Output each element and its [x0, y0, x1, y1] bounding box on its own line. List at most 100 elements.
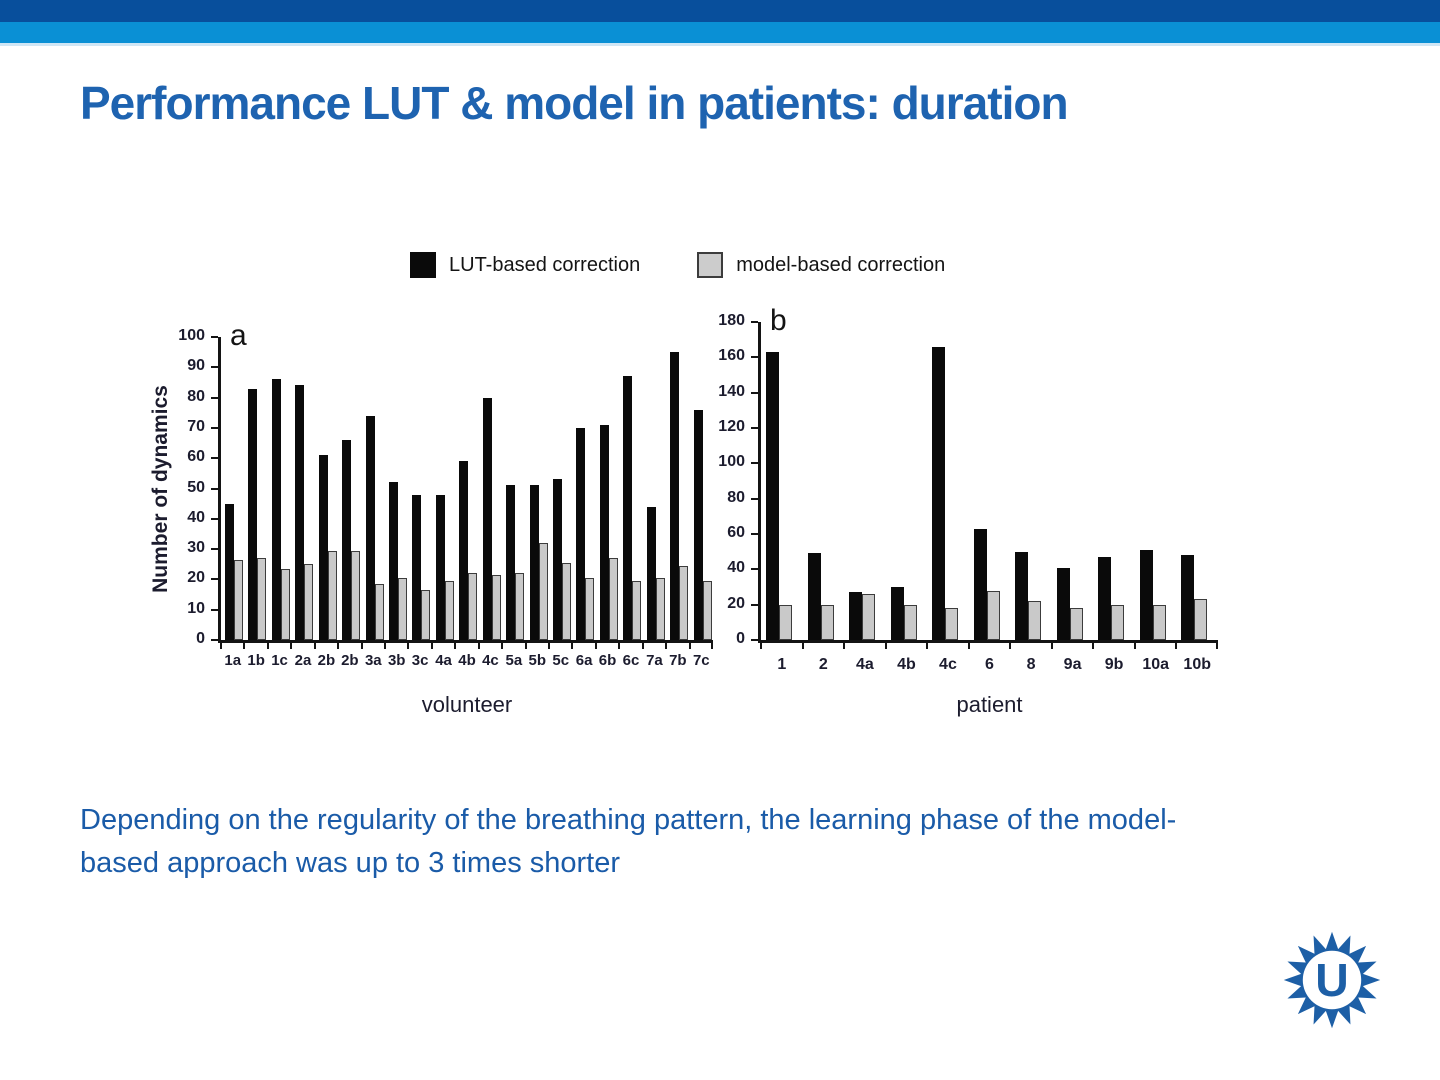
bar-lut	[1015, 552, 1029, 640]
x-axis-tick	[501, 643, 504, 649]
bar-model	[679, 566, 689, 640]
x-category-label: 4c	[482, 652, 499, 669]
y-axis-tick	[211, 396, 218, 399]
x-axis-tick	[571, 643, 574, 649]
legend-swatch-lut	[410, 252, 436, 278]
bar-model	[779, 605, 792, 640]
y-tick-label: 50	[187, 478, 205, 496]
y-tick-label: 20	[187, 569, 205, 587]
bar-model	[234, 560, 243, 640]
bar-lut	[271, 379, 281, 640]
x-category-label: 7a	[646, 652, 663, 669]
y-axis-tick	[211, 548, 218, 551]
bar-lut	[248, 389, 258, 640]
x-axis-tick	[1092, 643, 1095, 649]
bar-lut	[932, 347, 946, 640]
x-category-label: 3c	[411, 652, 429, 669]
y-axis-tick	[211, 366, 218, 369]
x-category-label: 2	[818, 656, 828, 673]
bar-lut	[693, 410, 703, 640]
x-axis-tick	[618, 643, 621, 649]
bar-lut	[365, 416, 375, 640]
x-category-label: 10b	[1183, 656, 1211, 673]
y-tick-label: 80	[187, 387, 205, 405]
x-category-label: 2b	[317, 652, 336, 669]
bar-model	[398, 578, 407, 640]
legend-item: LUT-based correction	[410, 252, 640, 278]
bar-lut	[1139, 550, 1153, 640]
bar-lut	[576, 428, 586, 640]
bar-model	[1194, 599, 1208, 640]
x-category-label: 7b	[669, 652, 687, 669]
x-axis-tick	[641, 643, 644, 649]
bar-model	[327, 551, 337, 640]
x-category-label: 6b	[598, 652, 617, 669]
y-tick-label: 60	[727, 524, 745, 541]
x-axis-tick	[337, 643, 340, 649]
y-axis-tick	[211, 426, 218, 429]
y-tick-label: 100	[178, 327, 205, 344]
y-tick-label: 30	[187, 539, 205, 557]
x-axis-tick	[884, 643, 887, 649]
umc-utrecht-logo: U	[1281, 929, 1383, 1031]
legend-swatch-model	[697, 252, 724, 278]
x-category-label: 9b	[1104, 656, 1124, 673]
y-tick-label: 60	[187, 448, 205, 466]
y-axis-tick	[211, 578, 218, 581]
x-category-label: 4a	[855, 656, 874, 673]
y-tick-label: 180	[718, 312, 745, 329]
y-tick-label: 40	[727, 559, 745, 577]
y-axis-title: Number of dynamics	[149, 384, 172, 593]
sun-rays-icon: U	[1283, 931, 1381, 1029]
y-axis-tick	[751, 391, 758, 394]
bar-model	[903, 605, 917, 640]
x-axis-tick	[801, 643, 804, 649]
panel-label-b: b	[770, 304, 787, 337]
slide-title: Performance LUT & model in patients: dur…	[80, 77, 1069, 129]
header-bar-dark	[0, 0, 1440, 22]
bar-model	[655, 578, 665, 640]
x-axis-title: volunteer	[421, 692, 513, 717]
x-category-label: 9a	[1063, 656, 1082, 673]
bar-lut	[295, 385, 305, 640]
y-axis-tick	[751, 427, 758, 429]
x-axis-tick	[1009, 643, 1012, 649]
caption-text: Depending on the regularity of the breat…	[80, 799, 1176, 885]
x-axis-tick	[843, 643, 846, 649]
bar-lut	[890, 587, 904, 640]
y-tick-label: 90	[187, 357, 205, 375]
x-axis-tick	[967, 643, 970, 649]
x-axis-tick	[266, 643, 269, 649]
bar-lut	[318, 455, 328, 640]
x-axis-tick	[290, 643, 293, 649]
y-tick-label: 70	[187, 417, 205, 435]
x-axis-tick	[407, 643, 410, 649]
bar-model	[280, 569, 290, 640]
bar-model	[304, 564, 314, 640]
legend-label: LUT-based correction	[449, 253, 641, 276]
bar-lut	[623, 376, 633, 640]
x-category-label: 3b	[387, 652, 406, 669]
bar-model	[538, 543, 548, 640]
y-tick-label: 40	[187, 508, 205, 526]
x-axis-tick	[1175, 643, 1178, 649]
x-category-label: 6	[985, 656, 994, 673]
x-axis-tick	[548, 643, 550, 649]
x-category-label: 4b	[897, 656, 916, 673]
y-axis-tick	[751, 321, 758, 323]
legend-label: model-based correction	[736, 253, 946, 276]
x-category-label: 8	[1026, 656, 1036, 673]
x-axis-tick	[524, 643, 527, 649]
x-category-label: 2b	[341, 652, 359, 669]
bar-lut	[225, 504, 234, 640]
x-axis-tick	[711, 643, 713, 649]
bar-model	[491, 575, 501, 640]
bar-lut	[1181, 555, 1195, 640]
x-category-label: 1c	[271, 652, 288, 669]
y-tick-label: 160	[718, 347, 745, 365]
x-axis-tick	[1216, 643, 1218, 649]
y-axis-tick	[211, 608, 218, 611]
bar-model	[444, 581, 454, 640]
x-category-label: 2a	[294, 652, 312, 669]
y-axis-tick	[211, 487, 218, 490]
